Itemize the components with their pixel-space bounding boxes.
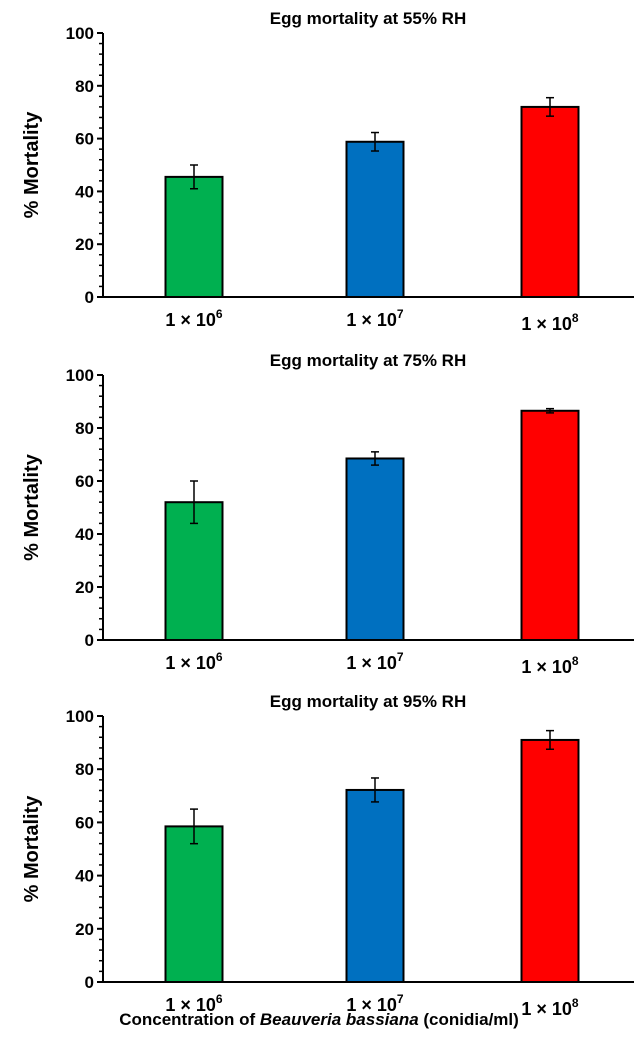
y-axis-label: % Mortality <box>21 111 43 219</box>
y-tick-label: 100 <box>66 24 94 43</box>
x-tick-label-2: 1 × 107 <box>346 650 404 673</box>
y-tick-label: 40 <box>75 867 94 886</box>
chart-panel-1: Egg mortality at 55% RH % Mortality 0 20 40 6… <box>21 9 634 334</box>
y-tick-label: 20 <box>75 235 94 254</box>
x-axis-label-prefix: Concentration of <box>119 1010 260 1029</box>
y-tick-label: 80 <box>75 760 94 779</box>
x-tick-label-3: 1 × 108 <box>521 654 579 677</box>
bar-3 <box>520 105 580 298</box>
bar-2 <box>345 140 405 298</box>
y-tick-label: 80 <box>75 77 94 96</box>
x-tick-label-1: 1 × 106 <box>165 992 223 1015</box>
x-tick-label-3: 1 × 108 <box>521 311 579 334</box>
shared-x-axis-label: Concentration of Beauveria bassiana (con… <box>0 1010 638 1030</box>
y-tick-label: 60 <box>75 813 94 832</box>
chart-title: Egg mortality at 55% RH <box>270 9 467 28</box>
bar-3 <box>520 409 580 641</box>
y-tick-label: 40 <box>75 525 94 544</box>
bar-2 <box>345 457 405 641</box>
bar-3 <box>520 738 580 983</box>
bar-1 <box>164 825 224 984</box>
bar-1 <box>164 175 224 299</box>
x-tick-label-3: 1 × 108 <box>521 996 579 1019</box>
y-tick-label: 100 <box>66 707 94 726</box>
x-tick-label-1: 1 × 106 <box>165 650 223 673</box>
x-tick-label-2: 1 × 107 <box>346 992 404 1015</box>
y-axis-label: % Mortality <box>21 795 43 903</box>
bar-1 <box>164 501 224 642</box>
bar-2 <box>345 788 405 983</box>
y-tick-label: 20 <box>75 578 94 597</box>
y-tick-label: 80 <box>75 419 94 438</box>
x-tick-label-1: 1 × 106 <box>165 307 223 330</box>
y-tick-label: 40 <box>75 182 94 201</box>
chart-panel-3: Egg mortality at 95% RH % Mortality 0 20 40 6… <box>21 692 634 1019</box>
y-tick-label: 60 <box>75 130 94 149</box>
x-tick-label-2: 1 × 107 <box>346 307 404 330</box>
x-axis-label-suffix: (conidia/ml) <box>418 1010 519 1029</box>
x-axis-label-species: Beauveria bassiana <box>259 1010 419 1029</box>
y-tick-label: 0 <box>85 288 94 307</box>
y-tick-label: 100 <box>66 366 94 385</box>
chart-title: Egg mortality at 95% RH <box>270 692 467 711</box>
y-tick-label: 20 <box>75 920 94 939</box>
chart-panel-2: Egg mortality at 75% RH % Mortality 0 20 40 6… <box>21 351 634 677</box>
y-tick-label: 60 <box>75 472 94 491</box>
chart-title: Egg mortality at 75% RH <box>270 351 467 370</box>
y-tick-label: 0 <box>85 973 94 992</box>
y-tick-label: 0 <box>85 631 94 650</box>
y-axis-label: % Mortality <box>21 453 43 561</box>
